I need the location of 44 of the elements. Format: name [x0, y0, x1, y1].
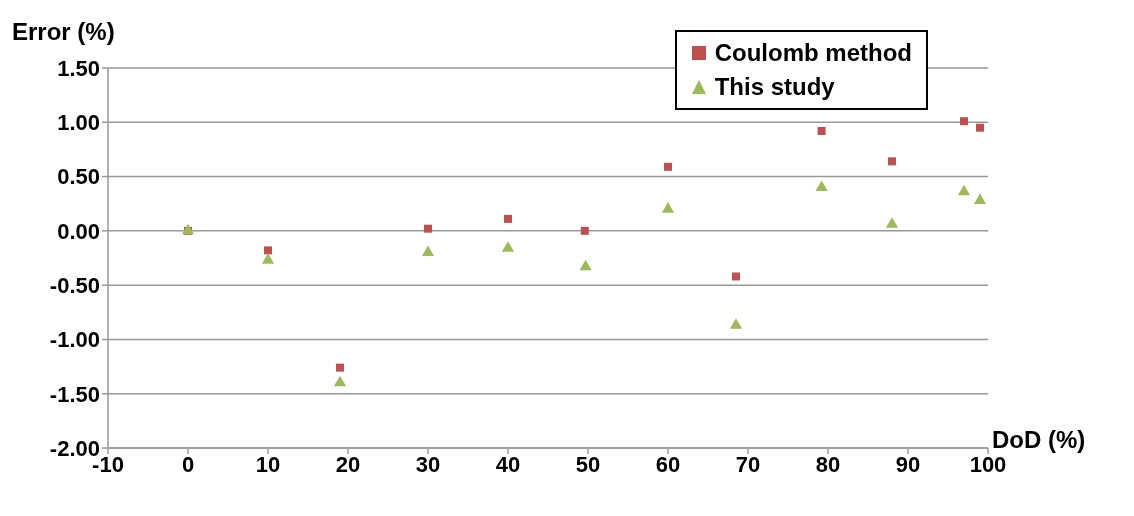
point — [957, 184, 971, 196]
x-tick-label: 20 — [335, 451, 361, 477]
point — [664, 162, 672, 171]
x-tick-label: 50 — [575, 451, 601, 477]
y-tick-label: 1.00 — [57, 110, 100, 136]
point — [888, 157, 896, 166]
point — [336, 363, 344, 372]
x-tick-label: 100 — [969, 451, 1007, 477]
legend-label: This study — [714, 72, 835, 102]
x-tick-label: 10 — [255, 451, 281, 477]
point — [817, 126, 826, 135]
point — [815, 180, 828, 191]
x-tick-label: 90 — [895, 451, 921, 477]
y-tick-label: -0.50 — [49, 272, 100, 298]
point — [976, 123, 984, 132]
point — [732, 272, 740, 281]
point — [661, 202, 675, 213]
point — [885, 217, 899, 228]
point — [504, 214, 512, 223]
x-axis-title: DoD (%) — [992, 426, 1086, 454]
point — [333, 375, 347, 387]
point — [424, 224, 432, 233]
point — [421, 245, 435, 257]
y-tick-label: 0.00 — [57, 218, 100, 244]
point — [973, 193, 987, 204]
x-tick-label: 40 — [495, 451, 521, 477]
y-tick-label: 1.50 — [57, 55, 100, 81]
x-tick-label: 0 — [181, 451, 195, 477]
x-tick-label: 60 — [655, 451, 681, 477]
y-tick-label: -1.50 — [49, 381, 100, 407]
point — [501, 241, 515, 252]
x-tick-label: 70 — [735, 451, 761, 477]
point — [580, 226, 589, 235]
point — [729, 318, 743, 329]
x-tick-label: 80 — [815, 451, 841, 477]
point — [960, 117, 968, 126]
legend-label: Coulomb method — [714, 38, 912, 68]
x-tick-label: 30 — [415, 451, 441, 477]
point — [579, 259, 592, 271]
y-tick-label: 0.50 — [57, 164, 100, 190]
y-tick-label: -1.00 — [49, 327, 100, 353]
point — [261, 253, 275, 264]
point — [264, 246, 272, 255]
y-axis-title: Error (%) — [12, 18, 115, 46]
